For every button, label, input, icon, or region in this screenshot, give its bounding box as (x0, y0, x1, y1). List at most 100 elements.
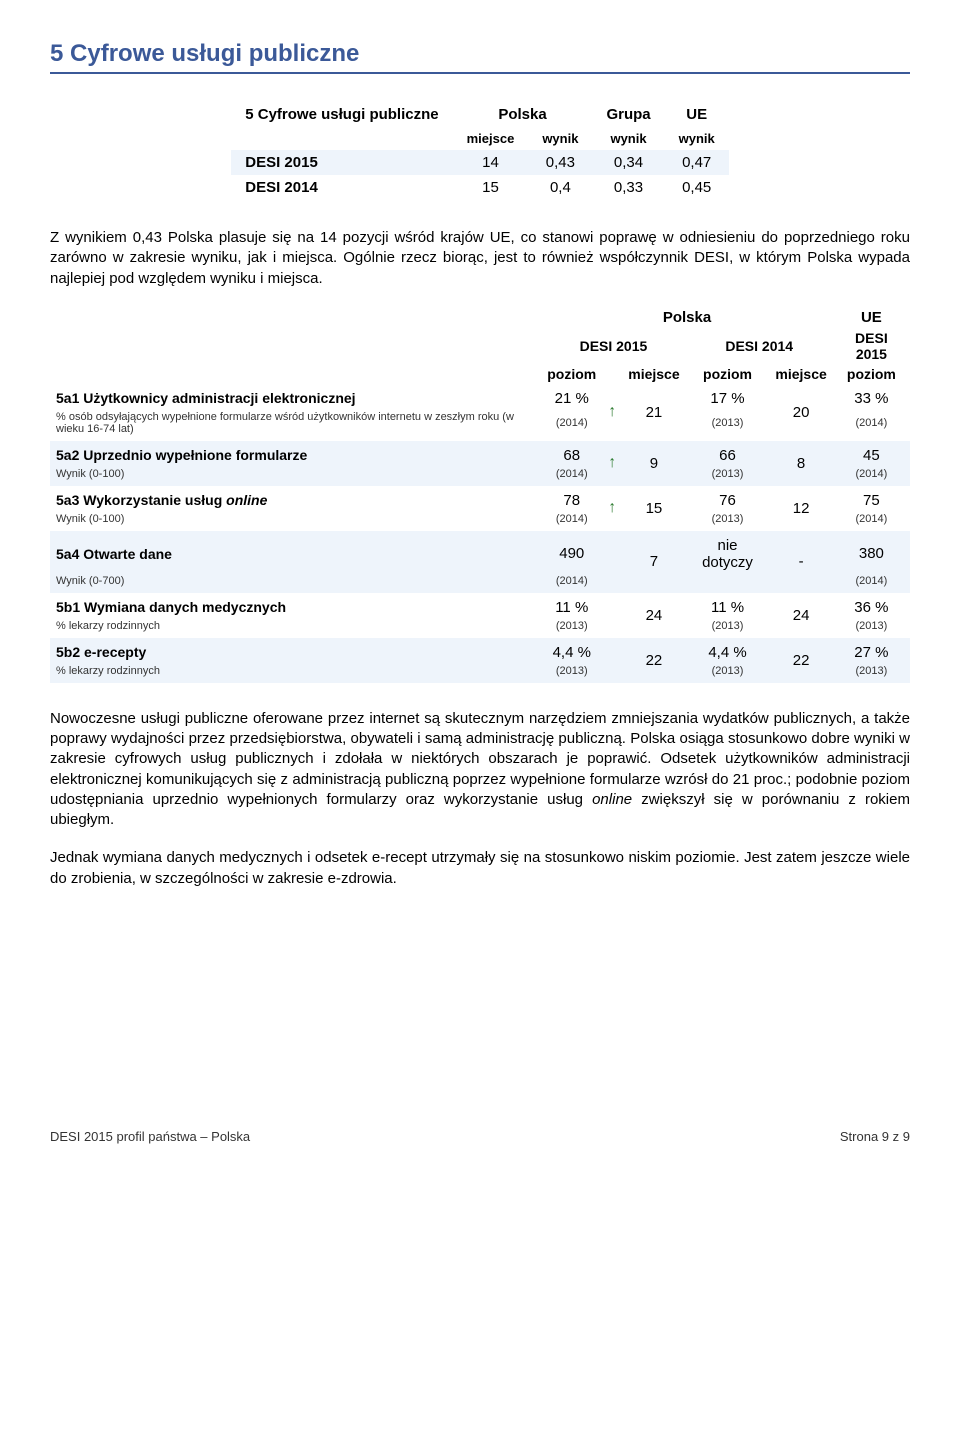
detail-head-desi2015: DESI 2015 (541, 328, 685, 364)
summary-cell: 0,33 (592, 175, 664, 200)
summary-col-ue-wynik: wynik (665, 127, 729, 150)
year-2015: (2014) (541, 573, 602, 593)
year-2014: (2013) (686, 511, 770, 531)
value-2014: 11 % (686, 593, 770, 618)
value-2015: 11 % (541, 593, 602, 618)
rank-2014: 8 (769, 441, 832, 486)
detail-head-poziom: poziom (541, 364, 602, 384)
year-2014 (686, 573, 770, 593)
year-ue: (2014) (833, 409, 910, 441)
year-2015: (2013) (541, 618, 602, 638)
detail-head-miejsce: miejsce (622, 364, 685, 384)
value-ue: 380 (833, 531, 910, 573)
detail-head-polska: Polska (541, 307, 833, 328)
year-2014: (2013) (686, 663, 770, 683)
detail-table: Polska UE DESI 2015 DESI 2014 DESI 2015 … (50, 307, 910, 683)
value-2015: 490 (541, 531, 602, 573)
indicator-name: 5b2 e-recepty (50, 638, 541, 663)
value-2015: 68 (541, 441, 602, 466)
rank-2014: 24 (769, 593, 832, 638)
indicator-sub: Wynik (0-700) (50, 573, 541, 593)
detail-head-desi2015-ue: DESI 2015 (833, 328, 910, 364)
value-2014: nie dotyczy (686, 531, 770, 573)
indicator-sub: % lekarzy rodzinnych (50, 663, 541, 683)
summary-row-label: DESI 2015 (231, 150, 452, 175)
section-title: 5 Cyfrowe usługi publiczne (50, 40, 910, 68)
rank-2014: 22 (769, 638, 832, 683)
summary-cell: 14 (453, 150, 529, 175)
value-2015: 21 % (541, 384, 602, 409)
detail-head-poziom: poziom (833, 364, 910, 384)
value-2014: 17 % (686, 384, 770, 409)
summary-row-label: DESI 2014 (231, 175, 452, 200)
year-2015: (2013) (541, 663, 602, 683)
value-2014: 66 (686, 441, 770, 466)
year-2015: (2014) (541, 409, 602, 441)
summary-col-grupa: Grupa (592, 102, 664, 127)
year-ue: (2014) (833, 573, 910, 593)
indicator-name: 5a2 Uprzednio wypełnione formularze (50, 441, 541, 466)
summary-table: 5 Cyfrowe usługi publiczne Polska Grupa … (231, 102, 729, 200)
summary-cell: 0,47 (665, 150, 729, 175)
rank-2015: 9 (622, 441, 685, 486)
summary-cell: 0,45 (665, 175, 729, 200)
detail-head-poziom: poziom (686, 364, 770, 384)
detail-head-desi2014: DESI 2014 (686, 328, 833, 364)
detail-head-miejsce: miejsce (769, 364, 832, 384)
summary-col-pl-miejsce: miejsce (453, 127, 529, 150)
indicator-sub: % lekarzy rodzinnych (50, 618, 541, 638)
summary-cell: 0,43 (528, 150, 592, 175)
trend-arrow-icon (602, 593, 622, 638)
footer-right: Strona 9 z 9 (840, 1129, 910, 1144)
trend-arrow-icon (602, 531, 622, 593)
indicator-name: 5b1 Wymiana danych medycznych (50, 593, 541, 618)
summary-col-ue: UE (665, 102, 729, 127)
summary-cell: 0,4 (528, 175, 592, 200)
value-ue: 36 % (833, 593, 910, 618)
value-2014: 4,4 % (686, 638, 770, 663)
trend-arrow-icon: ↑ (602, 384, 622, 441)
indicator-sub: Wynik (0-100) (50, 466, 541, 486)
trend-arrow-icon: ↑ (602, 441, 622, 486)
title-underline (50, 72, 910, 74)
value-2015: 78 (541, 486, 602, 511)
year-ue: (2013) (833, 663, 910, 683)
indicator-name: 5a1 Użytkownicy administracji elektronic… (50, 384, 541, 409)
summary-col-grupa-wynik: wynik (592, 127, 664, 150)
value-ue: 45 (833, 441, 910, 466)
trend-arrow-icon (602, 638, 622, 683)
indicator-name: 5a4 Otwarte dane (50, 531, 541, 573)
body-paragraph-2: Jednak wymiana danych medycznych i odset… (50, 848, 910, 889)
rank-2015: 21 (622, 384, 685, 441)
year-2014: (2013) (686, 409, 770, 441)
year-2015: (2014) (541, 466, 602, 486)
value-ue: 33 % (833, 384, 910, 409)
intro-paragraph: Z wynikiem 0,43 Polska plasuje się na 14… (50, 228, 910, 289)
value-2015: 4,4 % (541, 638, 602, 663)
rank-2014: 12 (769, 486, 832, 531)
value-2014: 76 (686, 486, 770, 511)
summary-row-header: 5 Cyfrowe usługi publiczne (231, 102, 452, 150)
summary-cell: 0,34 (592, 150, 664, 175)
para1-italic: online (592, 791, 632, 808)
footer-left: DESI 2015 profil państwa – Polska (50, 1129, 250, 1144)
year-2014: (2013) (686, 618, 770, 638)
summary-col-polska: Polska (453, 102, 593, 127)
detail-head-ue: UE (833, 307, 910, 328)
rank-2014: - (769, 531, 832, 593)
indicator-sub: Wynik (0-100) (50, 511, 541, 531)
trend-arrow-icon: ↑ (602, 486, 622, 531)
rank-2015: 7 (622, 531, 685, 593)
year-ue: (2013) (833, 618, 910, 638)
value-ue: 75 (833, 486, 910, 511)
year-2015: (2014) (541, 511, 602, 531)
year-2014: (2013) (686, 466, 770, 486)
year-ue: (2014) (833, 466, 910, 486)
page-footer: DESI 2015 profil państwa – Polska Strona… (50, 1129, 910, 1144)
year-ue: (2014) (833, 511, 910, 531)
body-paragraph-1: Nowoczesne usługi publiczne oferowane pr… (50, 709, 910, 831)
indicator-sub: % osób odsyłających wypełnione formularz… (50, 409, 541, 441)
value-ue: 27 % (833, 638, 910, 663)
summary-cell: 15 (453, 175, 529, 200)
rank-2015: 15 (622, 486, 685, 531)
